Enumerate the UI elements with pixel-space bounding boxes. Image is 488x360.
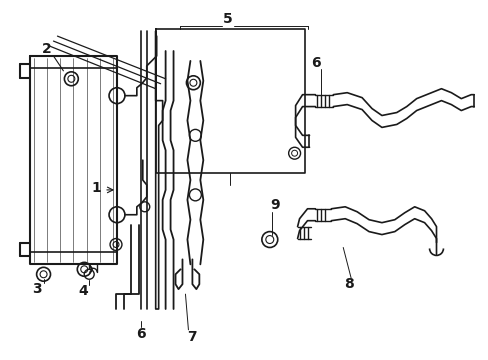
Text: 1: 1 (91, 181, 101, 195)
Text: 2: 2 (41, 42, 51, 56)
Text: 6: 6 (310, 56, 320, 70)
Text: 6: 6 (136, 327, 145, 341)
Text: 7: 7 (187, 330, 197, 344)
Text: 5: 5 (223, 12, 232, 26)
Text: 9: 9 (269, 198, 279, 212)
Text: 4: 4 (78, 284, 88, 298)
Text: 3: 3 (32, 282, 41, 296)
Text: 8: 8 (344, 277, 353, 291)
